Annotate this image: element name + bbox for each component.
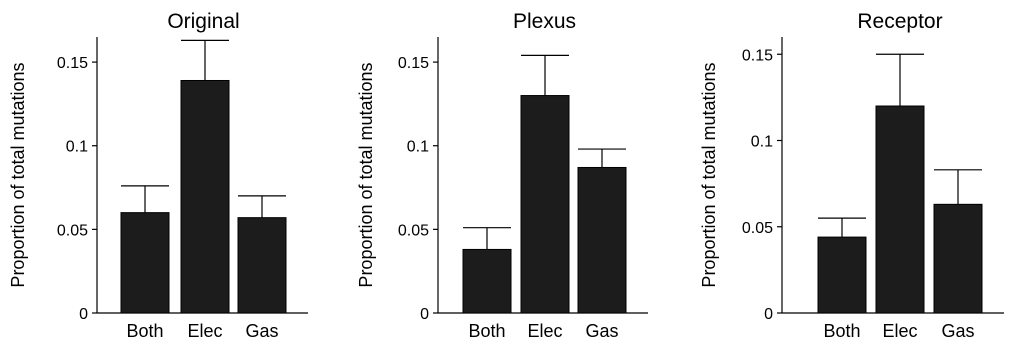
x-category-label: Both xyxy=(126,321,163,341)
bar-elec xyxy=(520,95,570,314)
y-tick-label: 0.1 xyxy=(751,134,773,151)
bar-both xyxy=(462,248,512,314)
chart-panel-2: Plexus Proportion of total mutations 0 0.05… xyxy=(356,10,648,341)
bar-both xyxy=(120,212,170,314)
bar-gas xyxy=(237,217,287,314)
y-tick-label: 0.1 xyxy=(66,139,88,156)
y-tick-label: 0.15 xyxy=(398,55,429,72)
x-category-label: Elec xyxy=(527,321,562,341)
y-axis-label: Proportion of total mutations xyxy=(356,62,376,287)
y-tick-label: 0.05 xyxy=(57,222,88,239)
y-tick-label: 0 xyxy=(764,306,773,323)
y-axis-label: Proportion of total mutations xyxy=(8,62,28,287)
bar-both xyxy=(817,236,867,314)
chart-title: Original xyxy=(167,10,239,33)
bar-elec xyxy=(875,105,925,314)
x-category-label: Both xyxy=(468,321,505,341)
bar-gas xyxy=(933,203,983,314)
x-category-label: Gas xyxy=(941,321,974,341)
bar-elec xyxy=(180,79,230,314)
x-category-label: Gas xyxy=(245,321,278,341)
x-category-label: Both xyxy=(823,321,860,341)
chart-panel-1: Original Proportion of total mutations 0 0.… xyxy=(8,10,308,341)
y-tick-label: 0.15 xyxy=(742,47,773,64)
chart-title: Plexus xyxy=(513,10,576,33)
chart-panel-3: Receptor Proportion of total mutations 0 0.… xyxy=(699,10,1004,341)
y-tick-label: 0.05 xyxy=(742,220,773,237)
y-tick-label: 0.15 xyxy=(57,55,88,72)
chart-title: Receptor xyxy=(857,10,942,33)
x-category-label: Elec xyxy=(187,321,222,341)
bar-gas xyxy=(577,166,627,314)
y-tick-label: 0 xyxy=(79,306,88,323)
y-tick-label: 0 xyxy=(420,306,429,323)
y-tick-label: 0.1 xyxy=(407,139,429,156)
x-category-label: Elec xyxy=(882,321,917,341)
y-tick-label: 0.05 xyxy=(398,222,429,239)
x-category-label: Gas xyxy=(585,321,618,341)
y-axis-label: Proportion of total mutations xyxy=(699,62,719,287)
